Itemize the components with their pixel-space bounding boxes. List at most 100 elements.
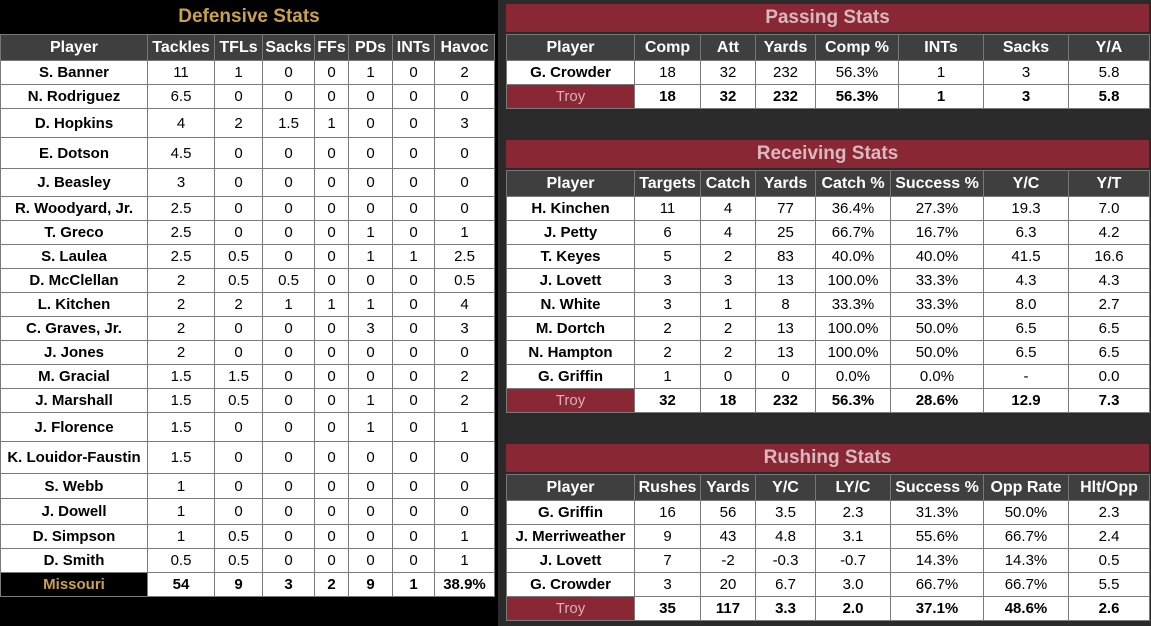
stat-cell: 0: [262, 220, 315, 245]
head-row: Player Rushes Yards Y/C LY/C Success % Opp Rat…: [506, 474, 1150, 501]
stat-cell: 2.5: [147, 244, 215, 269]
stat-cell: 0: [434, 196, 495, 221]
stat-cell: 2: [434, 388, 495, 413]
total-row: Troy 18 32 232 56.3% 1 3 5.8: [506, 84, 1150, 109]
stat-cell: 1: [147, 473, 215, 499]
stat-cell: 14.3%: [983, 548, 1069, 573]
stat-cell: 8: [755, 292, 816, 317]
stat-cell: 0: [348, 548, 393, 573]
body-row: N. Rodriguez 6.5 0 0 0 0 0 0: [0, 84, 495, 109]
stat-cell: 1: [314, 292, 349, 317]
player-cell: M. Dortch: [506, 316, 635, 341]
stat-cell: 2.3: [815, 500, 891, 525]
stat-cell: 3.5: [755, 500, 816, 525]
stat-cell: 43: [700, 524, 756, 549]
body-row: G. Griffin 1 0 0 0.0% 0.0% -0.0: [506, 364, 1150, 389]
player-cell: E. Dotson: [0, 137, 148, 169]
defensive-table: Player Tackles TFLs Sacks FFs PDs INTs Havoc S. …: [0, 34, 495, 597]
stat-cell: 0: [392, 196, 435, 221]
stat-cell: 18: [700, 388, 756, 413]
body-row: T. Greco 2.5 0 0 0 1 0 1: [0, 220, 495, 245]
stat-cell: 50.0%: [890, 316, 984, 341]
stat-cell: 0: [262, 84, 315, 109]
total-row: Troy 32 18 232 56.3% 28.6% 12.9 7.3: [506, 388, 1150, 413]
stat-cell: 0: [214, 84, 263, 109]
player-cell: Missouri: [0, 572, 148, 597]
stat-cell: 4: [434, 292, 495, 317]
body-row: D. Smith 0.5 0.5 0 0 0 0 1: [0, 548, 495, 573]
stat-cell: 2: [700, 316, 756, 341]
stat-cell: 14.3%: [890, 548, 984, 573]
stat-cell: 0: [434, 84, 495, 109]
stat-cell: 0: [755, 364, 816, 389]
stat-cell: 1: [348, 412, 393, 442]
header-cell: Y/C: [755, 474, 816, 501]
body-row: J. Merriweather 9 43 4.8 3.1 55.6% 66.7% 2.4: [506, 524, 1150, 549]
stat-cell: 2.4: [1068, 524, 1150, 549]
rushing-table: Player Rushes Yards Y/C LY/C Success % Opp Rat…: [506, 474, 1150, 621]
body-row: M. Gracial 1.5 1.5 0 0 0 0 2: [0, 364, 495, 389]
player-cell: G. Griffin: [506, 364, 635, 389]
stat-cell: 41.5: [983, 244, 1069, 269]
stat-cell: 0: [314, 524, 349, 549]
body-row: J. Petty 6 4 25 66.7% 16.7% 6.3 4.2: [506, 220, 1150, 245]
stat-cell: 18: [634, 84, 701, 109]
header-cell: INTs: [898, 34, 984, 61]
stat-cell: 0.0: [1068, 364, 1150, 389]
stat-cell: 1.5: [147, 441, 215, 474]
stat-cell: 0: [214, 441, 263, 474]
stat-cell: 56.3%: [815, 388, 891, 413]
stat-cell: 0: [314, 441, 349, 474]
stat-cell: 0: [214, 168, 263, 197]
body-row: T. Keyes 5 2 83 40.0% 40.0% 41.5 16.6: [506, 244, 1150, 269]
player-cell: S. Banner: [0, 60, 148, 85]
stat-cell: 0: [348, 498, 393, 525]
stat-cell: 0: [314, 168, 349, 197]
header-cell: Y/T: [1068, 170, 1150, 197]
player-cell: J. Beasley: [0, 168, 148, 197]
header-cell: TFLs: [214, 34, 263, 61]
stat-cell: 16.6: [1068, 244, 1150, 269]
player-cell: G. Griffin: [506, 500, 635, 525]
stat-cell: 13: [755, 340, 816, 365]
stat-cell: 2: [214, 108, 263, 138]
stat-cell: 1: [348, 244, 393, 269]
body-row: J. Florence 1.5 0 0 0 1 0 1: [0, 412, 495, 442]
body-row: E. Dotson 4.5 0 0 0 0 0 0: [0, 137, 495, 169]
stat-cell: 1: [262, 292, 315, 317]
stat-cell: 1: [348, 220, 393, 245]
stat-cell: 18: [634, 60, 701, 85]
stat-cell: 5: [634, 244, 701, 269]
stat-cell: 32: [634, 388, 701, 413]
player-cell: T. Greco: [0, 220, 148, 245]
stat-cell: 6.5: [147, 84, 215, 109]
stat-cell: 3.0: [815, 572, 891, 597]
stat-cell: 1: [898, 60, 984, 85]
stat-cell: 1: [314, 108, 349, 138]
stat-cell: 0: [262, 196, 315, 221]
stat-cell: 0: [434, 498, 495, 525]
stat-cell: 0: [434, 340, 495, 365]
stat-cell: 12.9: [983, 388, 1069, 413]
body-row: N. Hampton 2 2 13 100.0% 50.0% 6.5 6.5: [506, 340, 1150, 365]
stat-cell: 1.5: [147, 364, 215, 389]
player-cell: C. Graves, Jr.: [0, 316, 148, 341]
stat-cell: 2: [434, 60, 495, 85]
player-cell: N. White: [506, 292, 635, 317]
stat-cell: -2: [700, 548, 756, 573]
player-cell: Troy: [506, 84, 635, 109]
header-cell: Y/C: [983, 170, 1069, 197]
stat-cell: 1: [434, 412, 495, 442]
player-cell: G. Crowder: [506, 60, 635, 85]
player-cell: D. Simpson: [0, 524, 148, 549]
stat-cell: 0: [314, 412, 349, 442]
player-cell: M. Gracial: [0, 364, 148, 389]
body-row: J. Beasley 3 0 0 0 0 0 0: [0, 168, 495, 197]
stat-cell: 0: [314, 244, 349, 269]
stat-cell: 27.3%: [890, 196, 984, 221]
stat-cell: 1.5: [147, 388, 215, 413]
stat-cell: 3: [434, 108, 495, 138]
stat-cell: 0.0%: [815, 364, 891, 389]
header-cell: Targets: [634, 170, 701, 197]
player-cell: D. Hopkins: [0, 108, 148, 138]
